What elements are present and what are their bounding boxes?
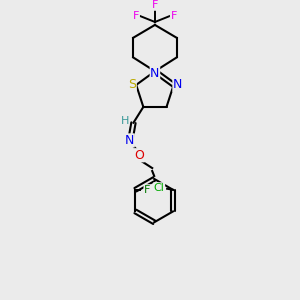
Text: F: F <box>144 185 150 195</box>
Text: F: F <box>170 11 177 21</box>
Text: F: F <box>133 11 140 21</box>
Text: N: N <box>150 67 160 80</box>
Text: Cl: Cl <box>154 183 165 193</box>
Text: O: O <box>134 149 144 162</box>
Text: S: S <box>128 78 136 92</box>
Text: N: N <box>173 78 182 92</box>
Text: N: N <box>125 134 134 147</box>
Text: H: H <box>120 116 129 126</box>
Text: F: F <box>152 0 158 10</box>
